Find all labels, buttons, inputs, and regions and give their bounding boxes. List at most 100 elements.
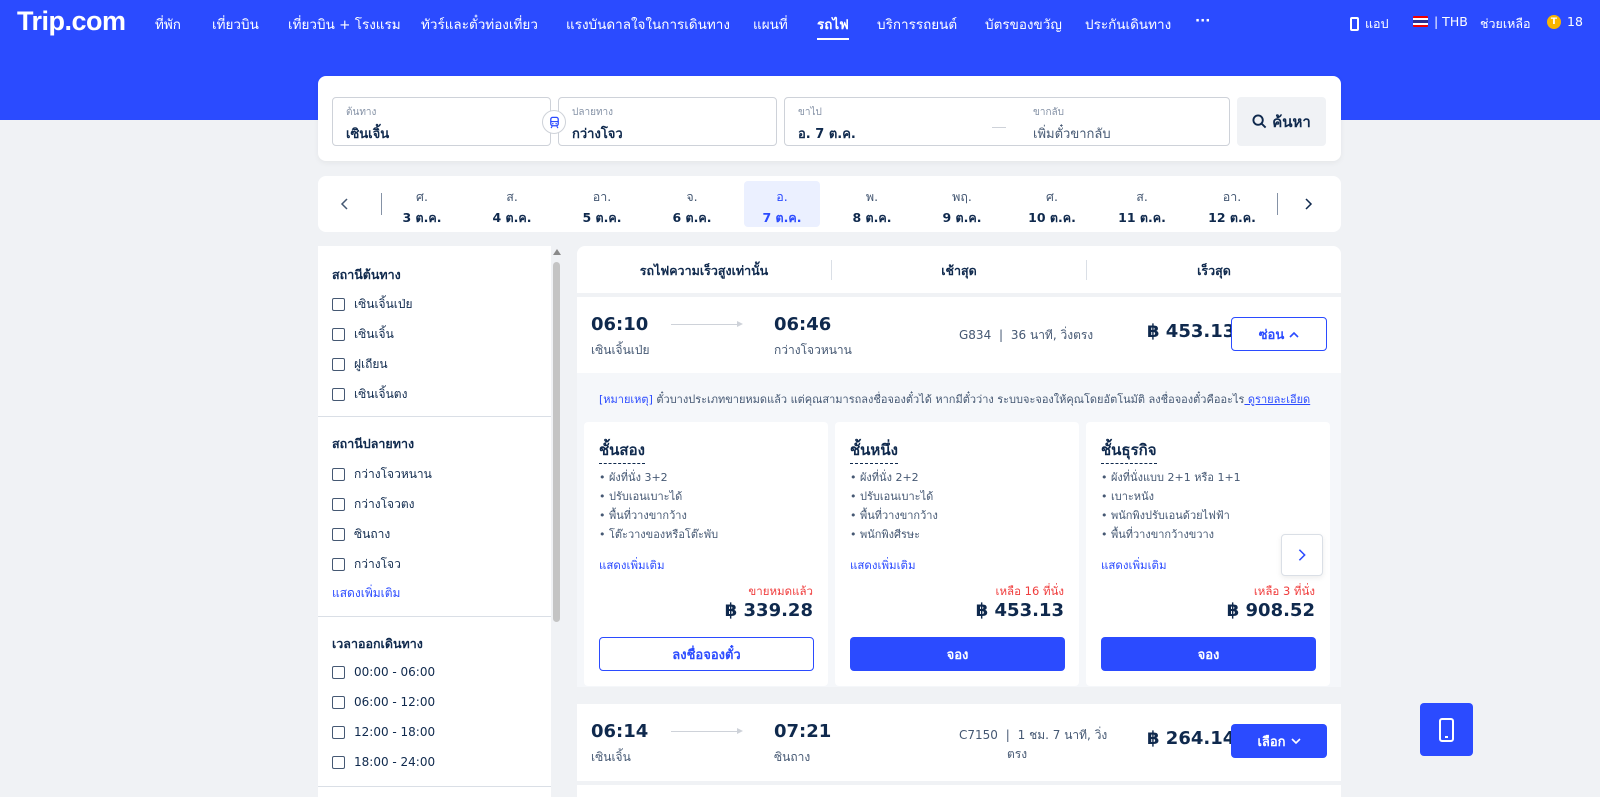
search-button[interactable]: ค้นหา [1237, 97, 1326, 146]
nav-flights[interactable]: เที่ยวบิน [212, 17, 259, 33]
destination-field[interactable]: ปลายทาง กว่างโจว [558, 97, 777, 146]
checkbox[interactable] [332, 468, 345, 481]
thailand-flag-icon [1413, 16, 1428, 27]
destination-station-title: สถานีปลายทาง [332, 436, 415, 451]
date-field[interactable]: ขาไป อ. 7 ต.ค. ขากลับ เพิ่มตั๋วขากลับ [784, 97, 1230, 146]
nav-more-icon[interactable]: ··· [1195, 13, 1211, 29]
nav-map[interactable]: แผนที่ [753, 17, 788, 33]
train-icon [549, 116, 559, 128]
origin-value: เซินเจิ้น [346, 127, 390, 142]
arrival-station: ซินถาง [774, 750, 811, 764]
return-date[interactable]: ขากลับ เพิ่มตั๋วขากลับ [1033, 107, 1111, 142]
time-option[interactable]: 00:00 - 06:00 [332, 665, 435, 679]
show-more-destinations-link[interactable]: แสดงเพิ่มเติม [332, 586, 401, 600]
depart-date[interactable]: ขาไป อ. 7 ต.ค. [798, 107, 856, 142]
origin-option[interactable]: เซินเจิ้น [332, 325, 394, 344]
checkbox[interactable] [332, 755, 345, 769]
seat-class-name[interactable]: ชั้นธุรกิจ [1101, 438, 1157, 464]
show-more-link[interactable]: แสดงเพิ่มเติม [850, 558, 916, 572]
sort-earliest[interactable]: เช้าสุด [941, 263, 977, 278]
date-option[interactable]: พฤ. 9 ต.ค. [924, 181, 1000, 227]
scroll-up-arrow-icon[interactable] [553, 249, 561, 255]
date-weekday: ส. [506, 189, 518, 204]
checkbox[interactable] [332, 695, 345, 709]
date-option[interactable]: ศ. 3 ต.ค. [384, 181, 460, 227]
search-icon [1252, 114, 1267, 129]
date-option[interactable]: ส. 11 ต.ค. [1104, 181, 1180, 227]
sort-high-speed-only[interactable]: รถไฟความเร็วสูงเท่านั้น [639, 263, 769, 278]
book-button[interactable]: จอง [1101, 637, 1316, 671]
checkbox[interactable] [332, 558, 345, 571]
show-more-link[interactable]: แสดงเพิ่มเติม [1101, 558, 1167, 572]
nav-hotels[interactable]: ที่พัก [155, 17, 181, 33]
date-option[interactable]: ศ. 10 ต.ค. [1014, 181, 1090, 227]
app-link[interactable]: แอป [1350, 14, 1389, 34]
date-option[interactable]: ส. 4 ต.ค. [474, 181, 550, 227]
date-day: 6 ต.ค. [672, 210, 712, 225]
availability-status: เหลือ 16 ที่นั่ง [995, 584, 1064, 598]
currency-selector[interactable]: | THB [1413, 14, 1468, 29]
nav-trains[interactable]: รถไฟ [817, 13, 849, 40]
swap-stations-button[interactable] [542, 110, 566, 134]
arrival-time: 07:21 [774, 721, 832, 742]
checkbox[interactable] [332, 388, 345, 401]
date-option[interactable]: อ. 7 ต.ค. [744, 181, 820, 227]
date-weekday: พฤ. [952, 189, 972, 204]
origin-field[interactable]: ต้นทาง เซินเจิ้น [332, 97, 551, 146]
checkbox[interactable] [332, 328, 345, 341]
destination-option[interactable]: ซินถาง [332, 525, 390, 544]
nav-insurance[interactable]: ประกันเดินทาง [1085, 17, 1172, 33]
details-link[interactable]: ดูรายละเอียด [1244, 393, 1311, 406]
origin-option[interactable]: เซินเจิ้นเป่ย [332, 295, 413, 314]
sort-fastest[interactable]: เร็วสุด [1197, 263, 1231, 278]
date-option[interactable]: จ. 6 ต.ค. [654, 181, 730, 227]
date-option[interactable]: อา. 12 ต.ค. [1194, 181, 1270, 227]
checkbox[interactable] [332, 528, 345, 541]
nav-inspiration[interactable]: แรงบันดาลใจในการเดินทาง [566, 17, 730, 33]
date-day: 10 ต.ค. [1028, 210, 1076, 225]
origin-option[interactable]: ฝูเถียน [332, 355, 388, 374]
help-link[interactable]: ช่วยเหลือ [1480, 16, 1531, 31]
select-button[interactable]: เลือก [1231, 724, 1327, 758]
nav-car-services[interactable]: บริการรถยนต์ [877, 17, 958, 33]
checkbox[interactable] [332, 665, 345, 679]
date-option[interactable]: พ. 8 ต.ค. [834, 181, 910, 227]
trip-logo[interactable]: Trip.com [17, 6, 126, 36]
seat-class-panel: [หมายเหตุ] ตั๋วบางประเภทขายหมดแล้ว แต่คุ… [577, 373, 1341, 687]
time-option[interactable]: 06:00 - 12:00 [332, 695, 435, 709]
waitlist-button[interactable]: ลงชื่อจองตั๋ว [599, 637, 814, 671]
checkbox[interactable] [332, 358, 345, 371]
hide-button[interactable]: ซ่อน [1231, 317, 1327, 351]
destination-option[interactable]: กว่างโจวตง [332, 495, 414, 514]
train-row[interactable]: 06:14 เซินเจิ้น 07:21 ซินถาง C7150 | 1 ช… [577, 704, 1341, 781]
train-number: C7150 [959, 728, 998, 742]
book-button[interactable]: จอง [850, 637, 1065, 671]
next-date-arrow-icon[interactable] [1300, 196, 1316, 212]
train-row[interactable]: 06:10 เซินเจิ้นเป่ย 06:46 กว่างโจวหนาน G… [577, 297, 1341, 374]
checkbox[interactable] [332, 498, 345, 511]
sidebar-scrollbar[interactable] [551, 246, 562, 797]
seat-class-name[interactable]: ชั้นสอง [599, 438, 645, 464]
date-day: 11 ต.ค. [1118, 210, 1166, 225]
date-weekday: อา. [1222, 189, 1242, 204]
seat-class-name[interactable]: ชั้นหนึ่ง [850, 438, 898, 464]
time-option[interactable]: 12:00 - 18:00 [332, 725, 435, 739]
trip-coins[interactable]: T 18 [1547, 14, 1583, 29]
checkbox[interactable] [332, 725, 345, 739]
date-weekday: ศ. [416, 189, 428, 204]
checkbox[interactable] [332, 298, 345, 311]
destination-option[interactable]: กว่างโจว [332, 555, 401, 574]
seat-card-second-class: ชั้นสอง • ผังที่นั่ง 3+2 • ปรับเอนเบาะได… [584, 422, 828, 686]
time-option[interactable]: 18:00 - 24:00 [332, 755, 435, 769]
show-more-link[interactable]: แสดงเพิ่มเติม [599, 558, 665, 572]
carousel-next-button[interactable] [1281, 534, 1323, 576]
date-option[interactable]: อา. 5 ต.ค. [564, 181, 640, 227]
nav-gift-cards[interactable]: บัตรของขวัญ [985, 17, 1062, 33]
nav-flight-hotel[interactable]: เที่ยวบิน + โรงแรม [288, 17, 401, 33]
scrollbar-thumb[interactable] [553, 262, 560, 622]
origin-option[interactable]: เซินเจิ้นตง [332, 385, 407, 404]
download-app-float-button[interactable] [1420, 703, 1473, 756]
nav-tours[interactable]: ทัวร์และตั๋วท่องเที่ยว [421, 17, 538, 33]
prev-date-arrow-icon[interactable] [337, 196, 353, 212]
destination-option[interactable]: กว่างโจวหนาน [332, 465, 432, 484]
